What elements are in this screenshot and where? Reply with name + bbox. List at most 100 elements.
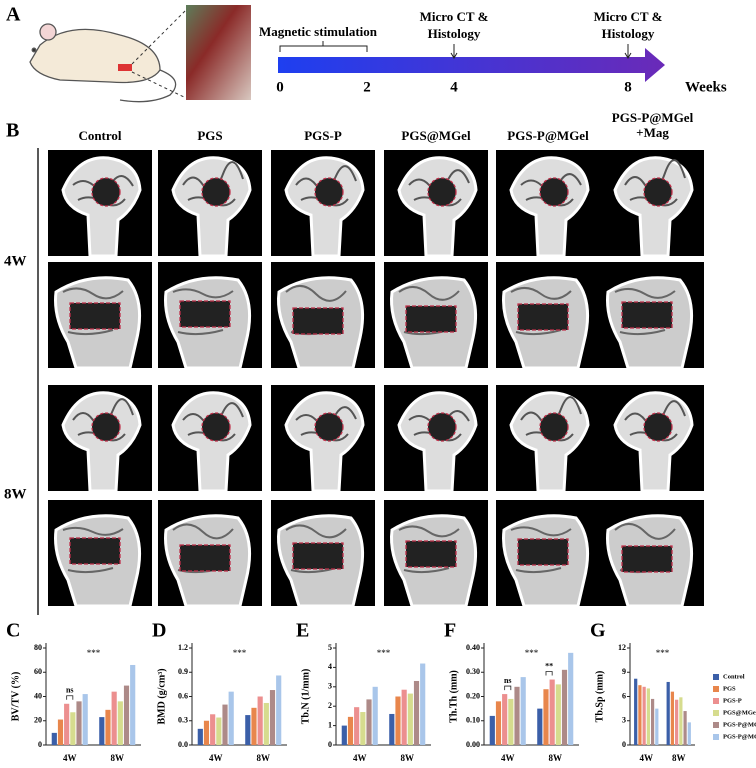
bar — [276, 675, 282, 745]
ct-image — [48, 500, 152, 608]
y-tick-label: 3 — [622, 716, 626, 725]
y-tick-label: 0 — [622, 740, 626, 749]
defect-marker — [539, 177, 569, 207]
y-tick-label: 6 — [622, 691, 626, 700]
x-tick-label: 8W — [672, 753, 686, 763]
ct-image — [48, 150, 152, 258]
group-label: PGS — [197, 128, 223, 143]
defect-marker — [69, 537, 121, 565]
week-label: 8 — [624, 79, 632, 95]
trabeculae — [510, 287, 572, 336]
event-label: Micro CT & — [420, 9, 489, 24]
significance: *** — [525, 648, 539, 658]
ct-image — [384, 385, 488, 493]
ct-image — [271, 262, 375, 370]
bar — [203, 720, 210, 745]
x-tick-label: 4W — [640, 753, 654, 763]
panel-label: F — [444, 620, 456, 642]
bar — [666, 681, 670, 745]
bar — [64, 703, 70, 745]
bar — [495, 701, 502, 745]
panel-label: D — [152, 620, 166, 642]
defect-marker — [292, 542, 344, 570]
defect-marker — [427, 412, 457, 442]
bar — [341, 725, 347, 745]
ct-image — [600, 385, 704, 493]
bone — [613, 156, 694, 258]
bar — [687, 722, 691, 745]
group-label: PGS-P — [304, 128, 342, 143]
ct-image — [158, 262, 262, 370]
legend-label: PGS-P — [723, 697, 742, 704]
defect-marker — [201, 412, 231, 442]
bar — [57, 719, 64, 745]
defect-marker — [179, 300, 231, 328]
surgery-photo — [186, 5, 251, 100]
ct-image — [48, 385, 152, 493]
bar — [520, 677, 526, 745]
bar — [642, 686, 646, 745]
significance: *** — [656, 648, 670, 658]
defect-marker — [201, 177, 231, 207]
legend-swatch — [713, 722, 719, 728]
panel-label: C — [6, 620, 20, 642]
significance: ** — [545, 661, 553, 670]
bar — [555, 684, 561, 745]
legend-swatch — [713, 674, 719, 680]
y-axis-label: Th.Th (mm) — [448, 670, 459, 723]
y-tick-label: 2 — [328, 701, 332, 710]
y-tick-label: 0.20 — [466, 691, 480, 700]
y-tick-label: 60 — [34, 667, 42, 676]
y-tick-label: 0 — [38, 740, 42, 749]
significance: *** — [87, 648, 101, 658]
bone — [284, 156, 365, 258]
defect-marker — [405, 540, 457, 568]
y-tick-label: 1.2 — [178, 643, 188, 652]
defect-marker — [621, 545, 673, 573]
bar — [655, 708, 659, 745]
defect-marker — [91, 177, 121, 207]
y-tick-label: 3 — [328, 682, 332, 691]
bone — [61, 156, 142, 258]
bar — [372, 686, 378, 745]
significance: ns — [66, 686, 74, 695]
bar — [257, 696, 263, 745]
x-tick-label: 4W — [501, 753, 515, 763]
unit-label: Weeks — [685, 79, 727, 95]
x-tick-label: 4W — [209, 753, 223, 763]
bar — [117, 701, 123, 745]
ct-image — [496, 150, 600, 258]
bar — [489, 715, 495, 745]
defect-marker — [292, 307, 344, 335]
bar — [634, 678, 638, 745]
y-tick-label: 40 — [34, 691, 42, 700]
bar — [245, 715, 251, 745]
bar — [537, 708, 543, 745]
ct-image — [600, 150, 704, 258]
y-axis-label: BV/TV (%) — [10, 672, 21, 722]
defect-marker — [517, 303, 569, 331]
significance-bracket — [504, 685, 512, 691]
ct-image — [496, 385, 600, 493]
bone — [171, 391, 252, 493]
bar — [549, 679, 555, 745]
x-tick-label: 4W — [63, 753, 77, 763]
bar — [105, 709, 111, 745]
y-tick-label: 80 — [34, 643, 42, 652]
row-label: 4W — [4, 253, 27, 269]
panel-label: A — [6, 4, 21, 26]
event-label: Micro CT & — [594, 9, 663, 24]
trabeculae — [62, 526, 124, 574]
y-tick-label: 9 — [622, 667, 626, 676]
event-label: Histology — [428, 26, 481, 41]
legend-label: PGS — [723, 685, 736, 692]
timeline-arrow — [278, 48, 665, 82]
bar — [82, 694, 88, 745]
bar — [123, 685, 130, 745]
trabeculae — [510, 526, 572, 574]
significance-bracket — [545, 671, 553, 676]
bone — [171, 156, 252, 258]
y-tick-label: 0.30 — [466, 667, 480, 676]
bone — [613, 391, 694, 493]
bar — [99, 717, 105, 745]
